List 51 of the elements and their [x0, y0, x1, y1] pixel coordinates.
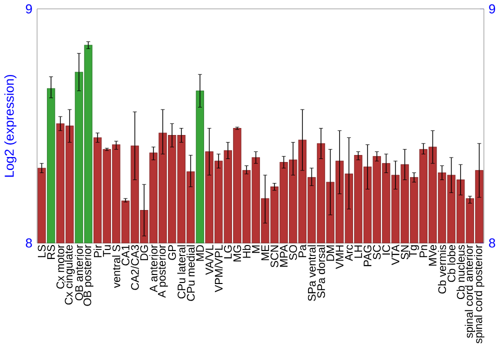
x-tick-label: Tg	[409, 245, 419, 258]
x-tick-label: MVe	[428, 245, 437, 266]
x-tick-label: CA2/CA3	[130, 245, 139, 290]
x-tick-label: Tu	[103, 245, 111, 257]
x-tick-label: Pir	[94, 244, 102, 258]
x-tick-label: VMH	[336, 245, 344, 269]
x-tick-label: OB posterior	[83, 244, 94, 306]
x-tick-label: Pa	[298, 244, 306, 258]
x-tick-label: M	[252, 245, 260, 253]
x-tick-label: Cx motor	[56, 244, 64, 289]
x-tick-label: Cb vermis	[438, 244, 446, 294]
x-tick-label: SO	[289, 245, 297, 260]
x-tick-label: A posterior	[158, 244, 168, 298]
y2-tick-label: 8	[489, 238, 496, 248]
y2-tick-label: 9	[489, 4, 496, 14]
x-tick-label: spinal cord anterior	[464, 244, 476, 338]
x-tick-label: GP	[168, 245, 176, 260]
x-tick-label: DM	[326, 245, 334, 261]
x-tick-label: ventral S	[112, 245, 120, 288]
x-tick-label: CPu lateral	[177, 245, 186, 298]
x-tick-label: VA/VL	[205, 244, 214, 275]
x-tick-label: Pn	[420, 245, 428, 258]
x-tick-label: Cx cingulate	[64, 245, 75, 305]
x-tick-label: LH	[354, 245, 362, 258]
x-tick-label: VPM/VPL	[214, 244, 223, 292]
x-tick-label: SPa dorsal	[316, 245, 326, 298]
x-tick-label: OB anterior	[74, 244, 83, 300]
x-tick-label: A anterior	[149, 244, 158, 292]
x-tick-label: RS	[47, 245, 55, 259]
x-tick-label: SCN	[270, 245, 278, 268]
x-tick-label: MD	[196, 245, 204, 261]
x-tick-label: DG	[140, 245, 148, 260]
x-tick-label: SC	[372, 244, 381, 260]
x-tick-label: Cb nucleus	[456, 244, 465, 300]
x-tick-label: MG	[233, 245, 242, 262]
x-tick-label: LG	[224, 245, 232, 258]
x-tick-label: PAG	[364, 245, 372, 266]
x-tick-label: Cb lobe	[447, 245, 456, 282]
x-tick-label: SN	[400, 245, 409, 260]
x-tick-label: MPA	[280, 244, 288, 267]
x-tick-label: ME	[261, 245, 269, 260]
x-tick-label: LS	[38, 245, 46, 258]
x-tick-label: Arc	[345, 244, 353, 262]
x-tick-label: IC	[382, 244, 390, 255]
y-axis-title: Log2 (expression)	[4, 74, 16, 177]
x-tick-label: VTA	[392, 244, 400, 266]
x-tick-label: CPu medial	[186, 245, 195, 301]
x-tick-label: Hb	[242, 245, 251, 258]
x-tick-label: CA1	[122, 245, 130, 266]
x-tick-label: SPa ventral	[308, 245, 316, 301]
x-tick-label: spinal cord posterior	[474, 244, 484, 344]
